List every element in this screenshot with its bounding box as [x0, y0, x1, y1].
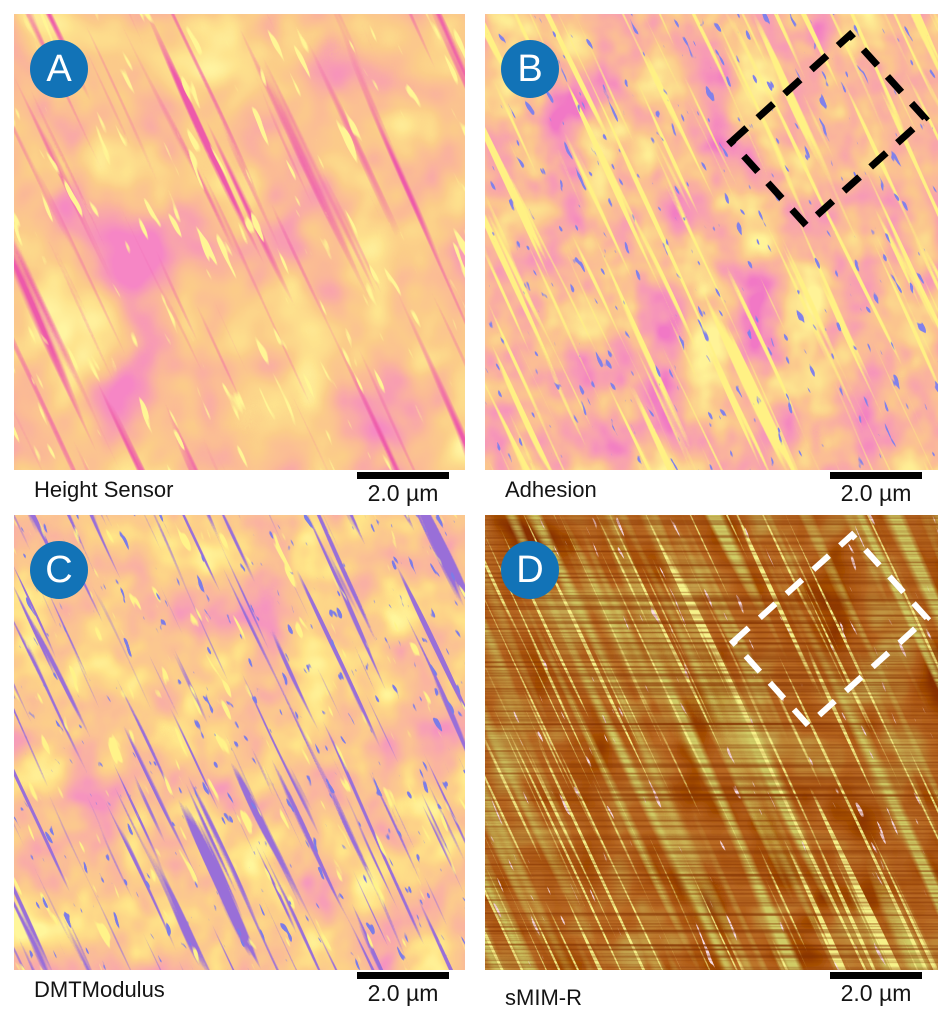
panel-caption-b: Adhesion [505, 477, 597, 502]
afm-texture-c [14, 515, 465, 970]
afm-image-smim-r: D [485, 515, 938, 970]
panel-b: B Adhesion 2.0 µm [485, 14, 938, 514]
scale-bar-line-d [830, 972, 922, 979]
caption-row-a: Height Sensor 2.0 µm [14, 470, 465, 514]
caption-row-c: DMTModulus 2.0 µm [14, 970, 465, 1014]
panel-label-badge-b: B [501, 40, 559, 98]
afm-image-height-sensor: A [14, 14, 465, 470]
panel-d: D sMIM-R 2.0 µm [485, 515, 938, 1014]
scale-bar-b: 2.0 µm [830, 472, 922, 507]
scale-bar-label-b: 2.0 µm [840, 480, 912, 506]
panel-label-badge-c: C [30, 541, 88, 599]
caption-row-b: Adhesion 2.0 µm [485, 470, 938, 514]
afm-texture-b [485, 14, 938, 470]
panel-label-badge-a: A [30, 40, 88, 98]
scale-bar-line-c [357, 972, 449, 979]
panel-a: A Height Sensor 2.0 µm [14, 14, 465, 514]
panel-label-badge-d: D [501, 541, 559, 599]
scale-bar-a: 2.0 µm [357, 472, 449, 507]
panel-c: C DMTModulus 2.0 µm [14, 515, 465, 1014]
scale-bar-line-b [830, 472, 922, 479]
panel-caption-c: DMTModulus [34, 977, 165, 1002]
scale-bar-d: 2.0 µm [830, 972, 922, 1007]
scale-bar-label-d: 2.0 µm [840, 980, 912, 1006]
afm-image-dmtmodulus: C [14, 515, 465, 970]
scale-bar-label-c: 2.0 µm [367, 980, 439, 1006]
scale-bar-c: 2.0 µm [357, 972, 449, 1007]
panel-caption-a: Height Sensor [34, 477, 174, 502]
panel-caption-d: sMIM-R [505, 985, 582, 1010]
afm-image-adhesion: B [485, 14, 938, 470]
scale-bar-label-a: 2.0 µm [367, 480, 439, 506]
scale-bar-line-a [357, 472, 449, 479]
caption-row-d: sMIM-R 2.0 µm [485, 970, 938, 1014]
afm-texture-a [14, 14, 465, 470]
afm-texture-d [485, 515, 938, 970]
